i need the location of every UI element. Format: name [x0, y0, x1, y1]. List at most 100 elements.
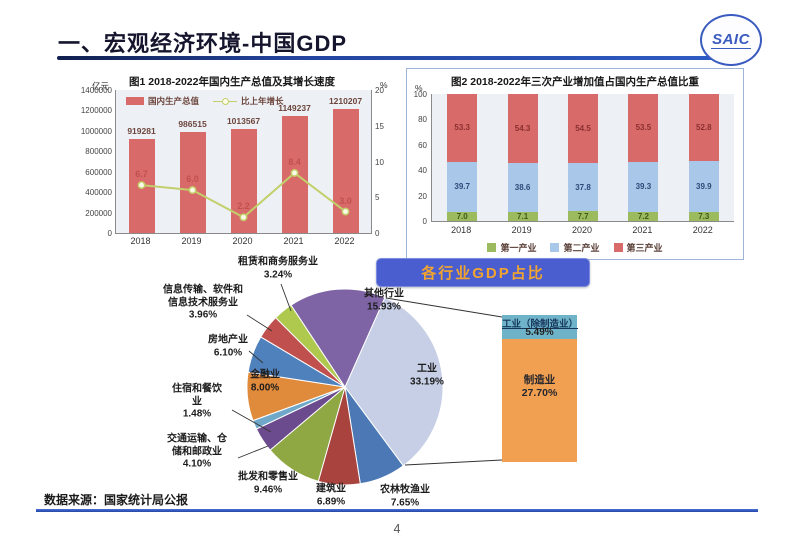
fig2-seg-第二产业-2019 [507, 162, 538, 212]
fig1-x-label: 2018 [130, 236, 151, 246]
saic-logo-icon: SAIC [700, 14, 762, 66]
pie-slice-租赁和商务服务业 [274, 304, 346, 388]
pie-leader-line [280, 283, 292, 312]
pie-label-其他行业: 其他行业 15.93% [364, 288, 404, 313]
fig1-legend-gdp-swatch [126, 97, 144, 105]
pie-label-住宿和餐饮业: 住宿和餐饮 业 1.48% [172, 383, 222, 420]
fig2-seg-value: 54.5 [575, 124, 591, 134]
fig1-bar-value: 986515 [178, 119, 207, 130]
fig2-seg-第一产业-2021 [628, 211, 659, 221]
fig2-seg-第三产业-2018 [447, 94, 478, 162]
fig2-seg-value: 39.7 [454, 182, 470, 192]
pie-label-租赁和商务服务业: 租赁和商务服务业 3.24% [238, 256, 318, 281]
fig2-seg-value: 7.7 [577, 211, 589, 221]
fig2-x-label: 2022 [692, 225, 713, 235]
fig2-legend-第一产业: 第一产业 [487, 241, 536, 254]
fig2-seg-value: 7.1 [517, 211, 529, 221]
fig2-tick: 100 [413, 90, 427, 99]
pie-slice-批发和零售业 [269, 385, 346, 482]
pie-slice-房地产业 [247, 336, 346, 388]
manufacturing-segment [502, 339, 577, 462]
fig1-left-tick: 200000 [85, 208, 112, 218]
fig2-legend-label: 第一产业 [500, 243, 537, 253]
chart-industry-structure: 图2 2018-2022年三次产业增加值占国内生产总值比重 % 7.0 39.7 5… [406, 68, 744, 260]
manufacturing-label: 制造业 [523, 374, 556, 386]
pie-leader-line [404, 459, 503, 466]
page-number: 4 [393, 522, 401, 536]
fig1-legend-gdp-label: 国内生产总值 [148, 96, 200, 106]
fig2-seg-value: 7.2 [637, 211, 649, 221]
fig1-legend-gdp: 国内生产总值 [126, 95, 199, 107]
fig1-line-point [137, 181, 146, 190]
pie-slice-工业 [344, 296, 444, 467]
pie-slice-金融业 [246, 371, 346, 422]
fig2-seg-第二产业-2022 [688, 161, 719, 212]
fig2-legend-swatch [487, 243, 497, 252]
fig2-seg-value: 53.5 [635, 123, 652, 133]
footer-divider [36, 509, 758, 512]
pie-label-信息传输、软件和信息技术服务业: 信息传输、软件和 信息技术服务业 3.96% [163, 284, 243, 321]
fig2-seg-value: 37.8 [575, 182, 591, 192]
fig2-seg-value: 53.3 [454, 123, 470, 133]
fig2-seg-第一产业-2019 [507, 211, 538, 221]
fig1-left-tick: 800000 [85, 147, 112, 157]
pie-label-交通运输、仓储和邮政业: 交通运输、仓 储和邮政业 4.10% [167, 433, 227, 470]
fig2-plot-area: 7.0 39.7 53.3 7.1 38.6 54.3 7.7 37.8 54.5 7.2 39.3… [431, 94, 734, 222]
pie-slice-交通运输、仓储和邮政业 [255, 386, 346, 451]
fig1-line-point [290, 168, 299, 177]
fig1-right-tick: 15 [375, 121, 384, 131]
pie-label-建筑业: 建筑业 6.89% [316, 483, 346, 508]
data-source-note: 数据来源：国家统计局公报 [44, 493, 189, 507]
fig1-line-value: 6.0 [186, 174, 199, 185]
fig2-seg-第一产业-2020 [568, 211, 598, 221]
fig1-right-tick: 10 [375, 157, 384, 167]
fig2-legend: 第一产业 第二产业 第三产业 [407, 241, 743, 254]
fig2-seg-value: 54.3 [514, 123, 531, 133]
industry-ex-manufacturing-value: 5.49% [525, 327, 554, 338]
page-title: 一、宏观经济环境-中国GDP [58, 31, 348, 56]
manufacturing-value: 27.70% [521, 387, 558, 399]
fig1-bar-value: 919281 [127, 126, 156, 137]
fig2-tick: 20 [418, 191, 427, 201]
fig2-tick: 60 [418, 140, 427, 150]
fig2-seg-value: 39.9 [696, 181, 712, 191]
title-underline [57, 56, 739, 60]
fig1-right-tick: 5 [375, 193, 380, 203]
fig2-legend-swatch [613, 243, 623, 252]
fig1-line-point [239, 213, 248, 222]
fig2-tick: 80 [418, 115, 427, 125]
fig1-line-value: 8.4 [288, 156, 301, 167]
fig1-bar-value: 1210207 [328, 96, 363, 107]
fig2-x-label: 2021 [632, 225, 653, 235]
fig1-left-tick: 1200000 [80, 106, 112, 116]
fig2-seg-value: 39.3 [635, 182, 652, 192]
chart-gdp-total: 图1 2018-2022年国内生产总值及其增长速度 亿元 % 919281 986… [62, 72, 402, 254]
fig1-left-tick: 600000 [85, 167, 112, 177]
fig1-left-tick: 1400000 [80, 86, 112, 95]
fig2-seg-第一产业-2018 [447, 212, 478, 221]
fig1-line-value: 6.7 [135, 169, 148, 180]
fig2-seg-第二产业-2018 [447, 161, 478, 213]
fig1-bar-2019 [179, 132, 206, 233]
fig1-legend-growth-swatch [213, 97, 238, 105]
fig1-x-label: 2021 [283, 236, 304, 246]
fig1-title: 图1 2018-2022年国内生产总值及其增长速度 [129, 76, 335, 88]
pie-leader-line [237, 445, 269, 459]
fig2-seg-第一产业-2022 [688, 211, 719, 221]
fig1-plot-area: 919281 986515 1013567 1149237 1210207 6.7 6.0 2… [115, 90, 372, 234]
fig1-x-label: 2019 [181, 236, 202, 246]
fig1-line-layer [137, 168, 350, 222]
industry-ex-manufacturing-label: 工业（除制造业） [501, 319, 578, 330]
fig1-legend-growth-marker [222, 98, 230, 105]
pie-slice-农林牧渔业 [344, 386, 404, 485]
fig2-legend-swatch [550, 243, 560, 252]
pie-slice-住宿和餐饮业 [252, 386, 346, 430]
fig1-line-value: 2.2 [237, 201, 250, 212]
pie-leader-line [385, 297, 503, 318]
fig1-legend-growth: 比上年增长 [213, 95, 284, 107]
fig2-seg-第二产业-2021 [628, 161, 659, 212]
fig2-x-label: 2019 [511, 225, 532, 235]
pie-label-农林牧渔业: 农林牧渔业 7.65% [380, 484, 430, 509]
pie-leader-line [231, 409, 272, 433]
